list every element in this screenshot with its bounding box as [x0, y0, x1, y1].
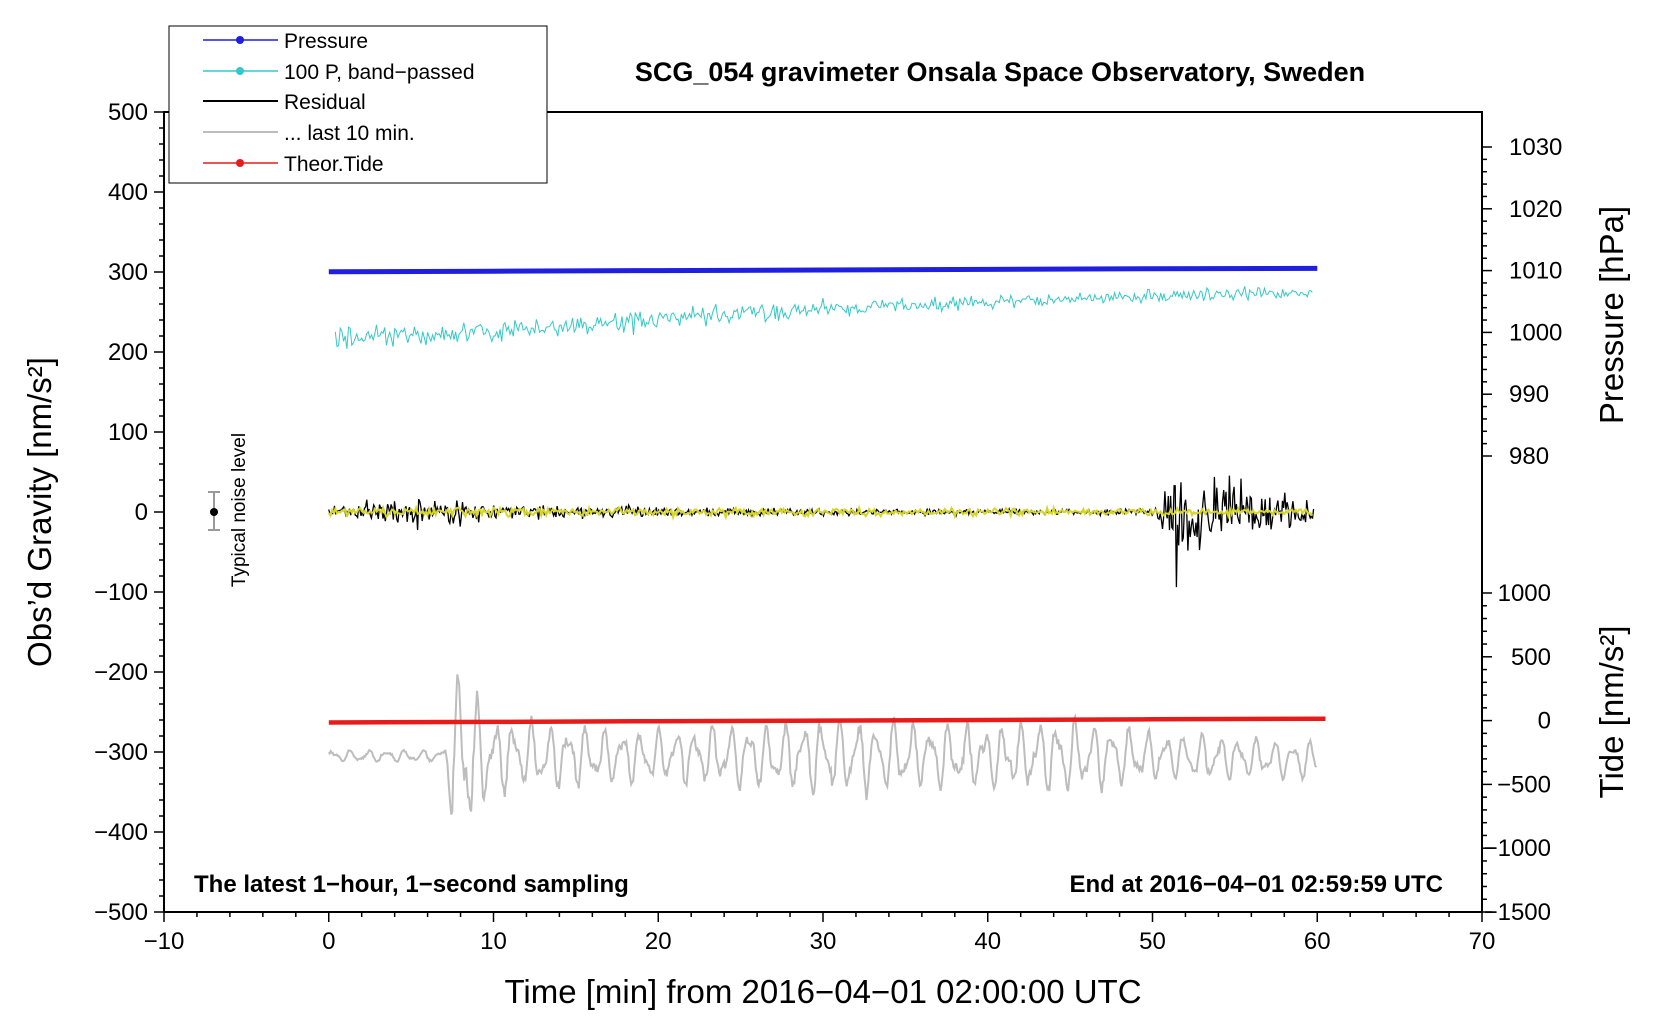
legend-label-residual: Residual [284, 91, 366, 114]
y-tick-label: −500 [94, 899, 148, 926]
y-tick-label: 400 [108, 179, 148, 206]
y-tick-label: 300 [108, 259, 148, 286]
y-axis-title: Obs’d Gravity [nm/s²] [21, 357, 58, 667]
pressure-tick-label: 1030 [1509, 134, 1562, 161]
y-tick-label: −400 [94, 819, 148, 846]
pressure-tick-label: 980 [1509, 443, 1549, 470]
legend-label-pressure: Pressure [284, 30, 368, 53]
noise-label: Typical noise level [229, 433, 250, 587]
y-tick-label: 100 [108, 419, 148, 446]
y-tick-label: −200 [94, 659, 148, 686]
x-tick-label: 0 [322, 928, 335, 955]
legend-marker-tide [236, 159, 244, 167]
tide-tick-label: −1500 [1484, 899, 1551, 926]
tide-axis-title: Tide [nm/s²] [1593, 626, 1630, 799]
legend-label-bandpassed: 100 P, band−passed [284, 61, 475, 84]
x-tick-label: 10 [480, 928, 507, 955]
x-tick-label: 20 [645, 928, 672, 955]
legend-marker-pressure [236, 36, 244, 44]
y-tick-label: 200 [108, 339, 148, 366]
y-tick-label: −100 [94, 579, 148, 606]
pressure-tick-label: 1020 [1509, 196, 1562, 223]
x-axis-title: Time [min] from 2016−04−01 02:00:00 UTC [504, 973, 1141, 1010]
noise-marker [208, 491, 220, 531]
legend-label-last10: ... last 10 min. [284, 122, 415, 145]
series-theoretical-tide [328, 716, 1326, 725]
legend-marker-bandpassed [236, 67, 244, 75]
x-tick-label: 40 [974, 928, 1001, 955]
noise-point [210, 508, 218, 516]
series-last-10-min [327, 674, 1318, 815]
pressure-tick-label: 1010 [1509, 258, 1562, 285]
x-tick-label: 70 [1469, 928, 1496, 955]
pressure-tick-label: 990 [1509, 381, 1549, 408]
x-tick-label: 60 [1304, 928, 1331, 955]
tide-tick-label: −1000 [1484, 835, 1551, 862]
x-tick-label: 30 [810, 928, 837, 955]
tide-tick-label: 500 [1511, 644, 1551, 671]
legend-box [168, 25, 548, 184]
y-tick-label: −300 [94, 739, 148, 766]
x-tick-label: −10 [144, 928, 185, 955]
y-tick-label: 0 [135, 499, 148, 526]
series-bandpassed-pressure [334, 286, 1313, 349]
sampling-note: The latest 1−hour, 1−second sampling [194, 871, 629, 898]
y-tick-label: 500 [108, 99, 148, 126]
series-pressure [328, 265, 1318, 275]
chart-title: SCG_054 gravimeter Onsala Space Observat… [635, 57, 1365, 87]
pressure-axis-title: Pressure [hPa] [1593, 206, 1630, 424]
legend: Pressure 100 P, band−passed Residual ...… [168, 25, 548, 184]
tide-tick-label: −500 [1497, 771, 1551, 798]
end-time-note: End at 2016−04−01 02:59:59 UTC [1069, 871, 1443, 898]
x-tick-label: 50 [1139, 928, 1166, 955]
tide-tick-label: 1000 [1498, 580, 1551, 607]
legend-label-tide: Theor.Tide [284, 153, 384, 176]
pressure-tick-label: 1000 [1509, 319, 1562, 346]
tide-tick-label: 0 [1538, 708, 1551, 735]
series-residual-filtered [327, 504, 1314, 521]
